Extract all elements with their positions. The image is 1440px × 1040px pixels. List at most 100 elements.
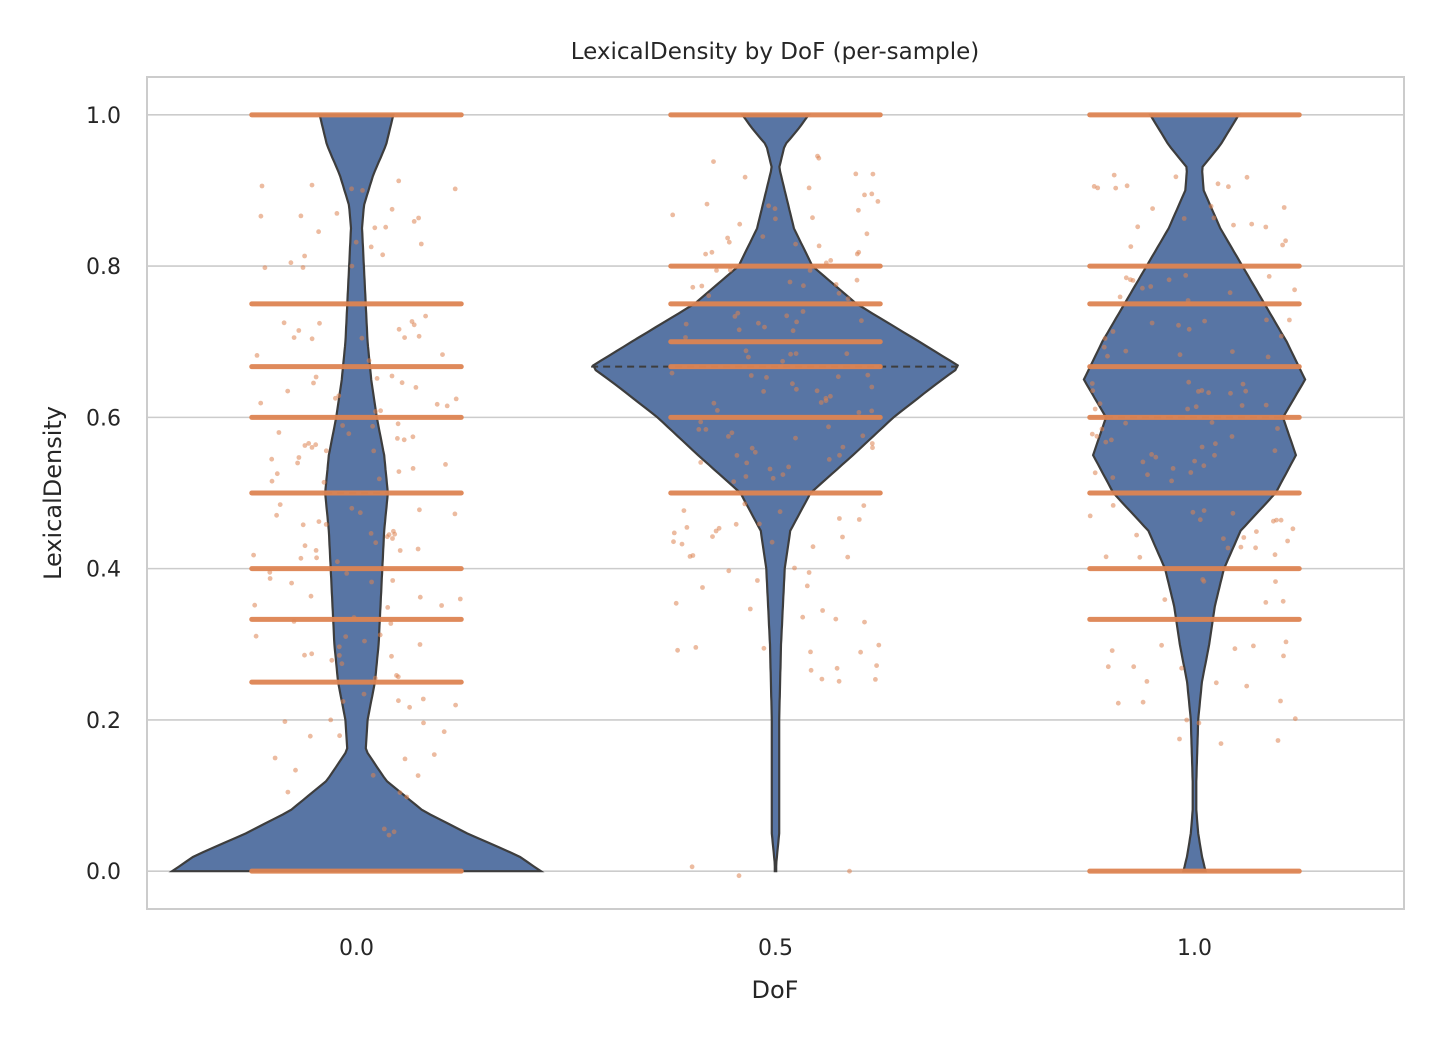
point-0.5-25-0	[711, 400, 717, 406]
point-0.0-14-0	[439, 603, 444, 608]
point-0.5-22-0	[729, 430, 735, 436]
point-1.0-2-0	[1115, 700, 1121, 706]
point-0.0-45-2	[302, 253, 307, 259]
point-1.0-24-0	[1185, 406, 1190, 412]
point-0.0-21-1	[390, 536, 395, 541]
point-0.0-7-2	[396, 698, 401, 704]
point-0.5-30-1	[788, 351, 793, 357]
point-0.0-3-0	[431, 752, 437, 757]
point-1.0-37-2	[1183, 273, 1189, 278]
point-1.0-20-0	[1272, 448, 1278, 454]
point-1.0-18-2	[1140, 459, 1146, 465]
point-0.0-24-2	[357, 510, 363, 516]
point-0.5-6-1	[820, 608, 825, 613]
point-1.0-43-0	[1215, 181, 1221, 187]
point-0.5-49-1	[711, 159, 716, 165]
point-0.5-16-1	[743, 474, 749, 479]
point-0.5-11-1	[710, 534, 715, 539]
point-0.0-31-1	[395, 436, 400, 441]
point-0.5-43-1	[725, 235, 730, 241]
point-1.0-6-2	[1159, 642, 1164, 648]
point-0.0-25-2	[277, 502, 283, 507]
point-0.0-29-2	[371, 448, 377, 454]
point-0.5-24-0	[856, 410, 862, 415]
point-0.5-29-0	[865, 372, 871, 378]
point-0.5-32-1	[736, 327, 742, 333]
point-0.0-35-2	[333, 395, 338, 401]
point-0.0-28-0	[295, 460, 300, 466]
point-0.5-30-2	[780, 358, 785, 364]
point-0.0-33-1	[370, 423, 375, 429]
point-1.0-42-2	[1226, 184, 1231, 190]
point-0.5-2-1	[808, 667, 814, 673]
point-0.5-41-1	[709, 249, 715, 255]
point-1.0-35-2	[1148, 284, 1154, 289]
point-1.0-15-2	[1110, 503, 1116, 508]
y-tick-label-2: 0.4	[86, 558, 121, 583]
point-0.0-12-2	[343, 634, 349, 639]
point-1.0-27-2	[1090, 388, 1096, 394]
point-0.5-17-0	[767, 466, 773, 472]
point-0.0-12-0	[377, 632, 383, 638]
point-1.0-29-2	[1265, 354, 1271, 360]
point-1.0-30-0	[1230, 349, 1235, 354]
point-0.5-15-2	[742, 501, 748, 507]
point-1.0-8-2	[1200, 577, 1206, 582]
point-0.5-4-1	[876, 642, 882, 648]
point-1.0-25-1	[1097, 401, 1103, 407]
point-0.5-27-1	[761, 389, 766, 394]
point-0.5-13-2	[684, 525, 690, 530]
point-0.5-42-0	[816, 243, 822, 249]
point-1.0-23-2	[1275, 426, 1280, 431]
point-0.5-9-1	[690, 553, 696, 558]
point-0.5-7-0	[755, 578, 760, 583]
point-0.5-39-0	[714, 268, 719, 273]
point-1.0-17-2	[1188, 470, 1194, 475]
point-0.0-23-1	[323, 522, 329, 527]
point-0.5-25-1	[818, 400, 824, 405]
point-1.0-7-1	[1263, 600, 1269, 605]
point-1.0-29-1	[1177, 352, 1183, 358]
point-0.5-14-1	[777, 509, 783, 515]
point-0.0-18-1	[298, 555, 304, 561]
point-1.0-0-0	[1218, 741, 1224, 746]
point-0.0-44-2	[262, 265, 268, 271]
point-0.5-2-0	[874, 663, 879, 668]
point-1.0-7-2	[1280, 598, 1286, 604]
point-0.0-42-2	[396, 326, 402, 332]
point-1.0-4-1	[1179, 665, 1184, 671]
point-0.5-19-1	[837, 452, 842, 458]
y-axis-label: LexicalDensity	[39, 406, 67, 580]
point-0.0-1-1	[397, 790, 403, 795]
point-0.0-6-1	[407, 704, 412, 710]
point-0.5-23-1	[703, 427, 709, 432]
point-0.0-24-1	[452, 511, 458, 517]
point-0.5-8-0	[792, 565, 797, 571]
point-0.5-0-2	[689, 864, 695, 870]
point-0.0-10-0	[302, 652, 307, 658]
point-1.0-39-1	[1263, 224, 1269, 230]
point-0.0-47-1	[316, 229, 321, 235]
point-1.0-13-0	[1278, 517, 1284, 523]
point-0.0-45-1	[288, 260, 294, 266]
point-0.5-36-1	[706, 293, 712, 299]
point-0.0-9-0	[329, 657, 335, 663]
point-0.5-15-0	[681, 508, 687, 513]
point-0.0-45-0	[380, 252, 386, 258]
point-0.5-13-1	[757, 521, 762, 527]
point-1.0-44-1	[1173, 174, 1179, 180]
point-1.0-22-1	[1089, 431, 1095, 437]
point-0.0-18-2	[335, 559, 340, 565]
point-1.0-16-1	[1110, 475, 1116, 480]
point-0.5-0-1	[736, 873, 742, 879]
point-0.5-6-0	[747, 606, 753, 612]
point-1.0-1-0	[1196, 720, 1202, 726]
point-0.0-30-2	[309, 445, 315, 450]
point-1.0-33-0	[1264, 317, 1269, 323]
point-1.0-35-0	[1140, 285, 1145, 291]
point-0.0-0-0	[386, 832, 392, 838]
point-1.0-21-0	[1109, 437, 1114, 443]
point-1.0-39-0	[1249, 221, 1255, 227]
point-0.5-40-2	[828, 258, 834, 263]
point-1.0-40-1	[1231, 222, 1236, 228]
